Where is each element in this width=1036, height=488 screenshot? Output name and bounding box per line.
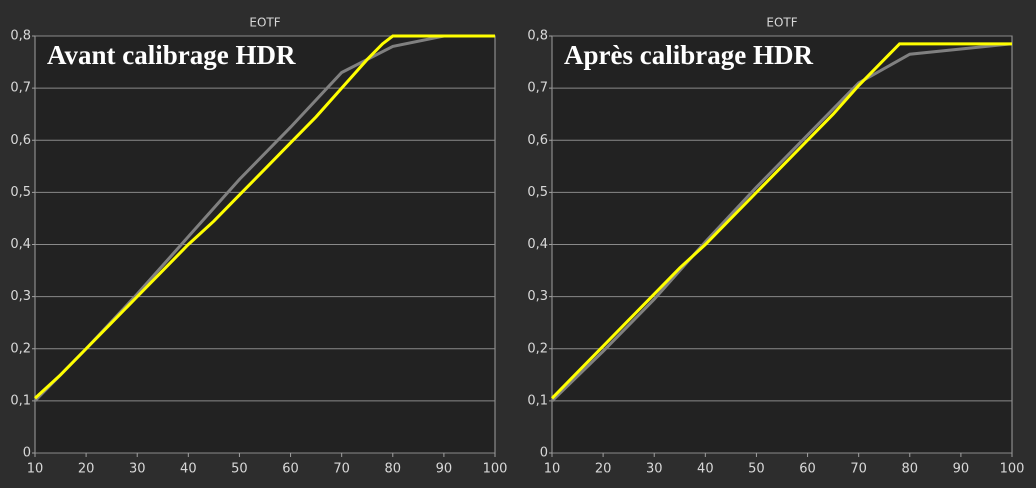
y-tick-label: 0,3 [527, 289, 548, 304]
y-tick-label: 0,3 [10, 289, 31, 304]
y-tick-label: 0,2 [10, 341, 31, 356]
x-tick-label: 90 [436, 462, 453, 477]
x-tick-label: 30 [646, 462, 663, 477]
x-tick-label: 50 [748, 462, 765, 477]
x-tick-label: 20 [595, 462, 612, 477]
x-tick-label: 70 [333, 462, 350, 477]
annotation: Avant calibrage HDR [47, 40, 296, 70]
x-tick-label: 70 [850, 462, 867, 477]
chart-title: EOTF [249, 16, 280, 30]
y-tick-label: 0,7 [10, 81, 31, 96]
x-tick-label: 80 [385, 462, 402, 477]
series-line [33, 34, 495, 400]
y-tick-label: 0,4 [10, 237, 31, 252]
y-tick-label: 0,6 [527, 133, 548, 148]
x-tick-label: 10 [544, 462, 561, 477]
x-tick-label: 80 [902, 462, 919, 477]
x-tick-label: 100 [483, 462, 508, 477]
y-tick-label: 0,8 [10, 29, 31, 44]
y-tick-label: 0 [23, 446, 31, 461]
y-tick-label: 0,6 [10, 133, 31, 148]
x-tick-label: 30 [129, 462, 146, 477]
y-tick-label: 0 [540, 446, 548, 461]
x-tick-label: 40 [697, 462, 714, 477]
y-tick-label: 0,1 [527, 393, 548, 408]
y-tick-label: 0,5 [527, 185, 548, 200]
x-tick-label: 60 [799, 462, 816, 477]
x-tick-label: 90 [953, 462, 970, 477]
y-tick-label: 0,5 [10, 185, 31, 200]
x-tick-label: 50 [231, 462, 248, 477]
y-tick-label: 0,8 [527, 29, 548, 44]
x-tick-label: 20 [78, 462, 95, 477]
y-tick-label: 0,4 [527, 237, 548, 252]
chart-title: EOTF [766, 16, 797, 30]
y-tick-label: 0,7 [527, 81, 548, 96]
x-tick-label: 40 [180, 462, 197, 477]
x-tick-label: 10 [27, 462, 44, 477]
y-tick-label: 0,1 [10, 393, 31, 408]
series-line [550, 42, 1012, 400]
annotation: Après calibrage HDR [564, 40, 813, 70]
y-tick-label: 0,2 [527, 341, 548, 356]
x-tick-label: 100 [1000, 462, 1025, 477]
series-line [550, 42, 1013, 402]
x-tick-label: 60 [282, 462, 299, 477]
